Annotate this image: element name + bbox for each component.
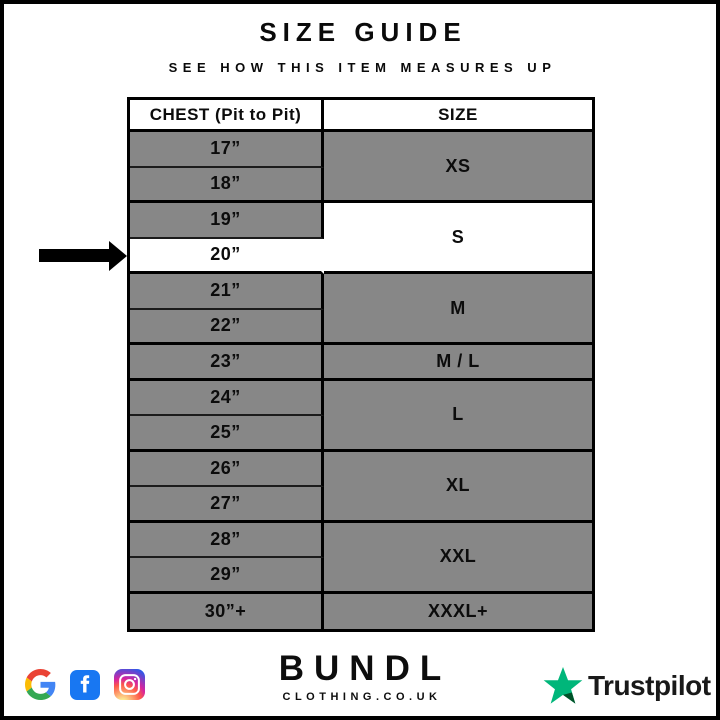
size-cell-s-highlighted: S xyxy=(324,203,592,274)
google-icon xyxy=(25,669,56,700)
size-cell-m: M xyxy=(324,274,592,345)
column-header-chest: CHEST (Pit to Pit) xyxy=(130,100,324,132)
right-arrow-icon xyxy=(39,240,127,271)
chest-cell-27: 27” xyxy=(130,487,324,523)
column-header-size: SIZE xyxy=(324,100,592,132)
chest-cell-17: 17” xyxy=(130,132,324,168)
arrow-head xyxy=(109,240,127,271)
brand-domain: CLOTHING.CO.UK xyxy=(282,691,442,703)
instagram-icon xyxy=(114,669,145,700)
size-cell-m-l: M / L xyxy=(324,345,592,381)
chest-cell-24: 24” xyxy=(130,380,324,416)
size-cell-xl: XL xyxy=(324,451,592,523)
chest-cell-18: 18” xyxy=(130,167,324,203)
chest-cell-20-highlighted: 20” xyxy=(130,238,324,274)
trustpilot-wordmark: Trustpilot xyxy=(588,670,711,701)
size-cell-xxl: XXL xyxy=(324,522,592,594)
social-icons-row xyxy=(25,669,145,700)
chest-cell-26: 26” xyxy=(130,451,324,487)
chest-cell-23: 23” xyxy=(130,345,324,381)
chest-cell-21: 21” xyxy=(130,274,324,310)
brand-logo: BUNDL CLOTHING.CO.UK xyxy=(4,649,716,703)
size-table: CHEST (Pit to Pit) SIZE 17” 18” 19” 20” … xyxy=(127,97,595,632)
brand-name: BUNDL xyxy=(278,649,452,688)
chest-cell-25: 25” xyxy=(130,416,324,452)
size-cell-l: L xyxy=(324,380,592,452)
size-cell-xxxl-plus: XXXL+ xyxy=(324,593,592,629)
arrow-shaft xyxy=(39,249,109,262)
page-title: SIZE GUIDE xyxy=(259,17,467,47)
chest-cell-19: 19” xyxy=(130,203,324,239)
chest-cell-30plus: 30”+ xyxy=(130,593,324,629)
chest-cell-28: 28” xyxy=(130,522,324,558)
chest-cell-22: 22” xyxy=(130,309,324,345)
trustpilot-logo: Trustpilot xyxy=(543,664,711,708)
trustpilot-star-icon xyxy=(543,666,583,706)
facebook-icon xyxy=(70,669,100,700)
page-subtitle: SEE HOW THIS ITEM MEASURES UP xyxy=(168,60,557,75)
size-cell-xs: XS xyxy=(324,132,592,203)
chest-cell-29: 29” xyxy=(130,558,324,594)
